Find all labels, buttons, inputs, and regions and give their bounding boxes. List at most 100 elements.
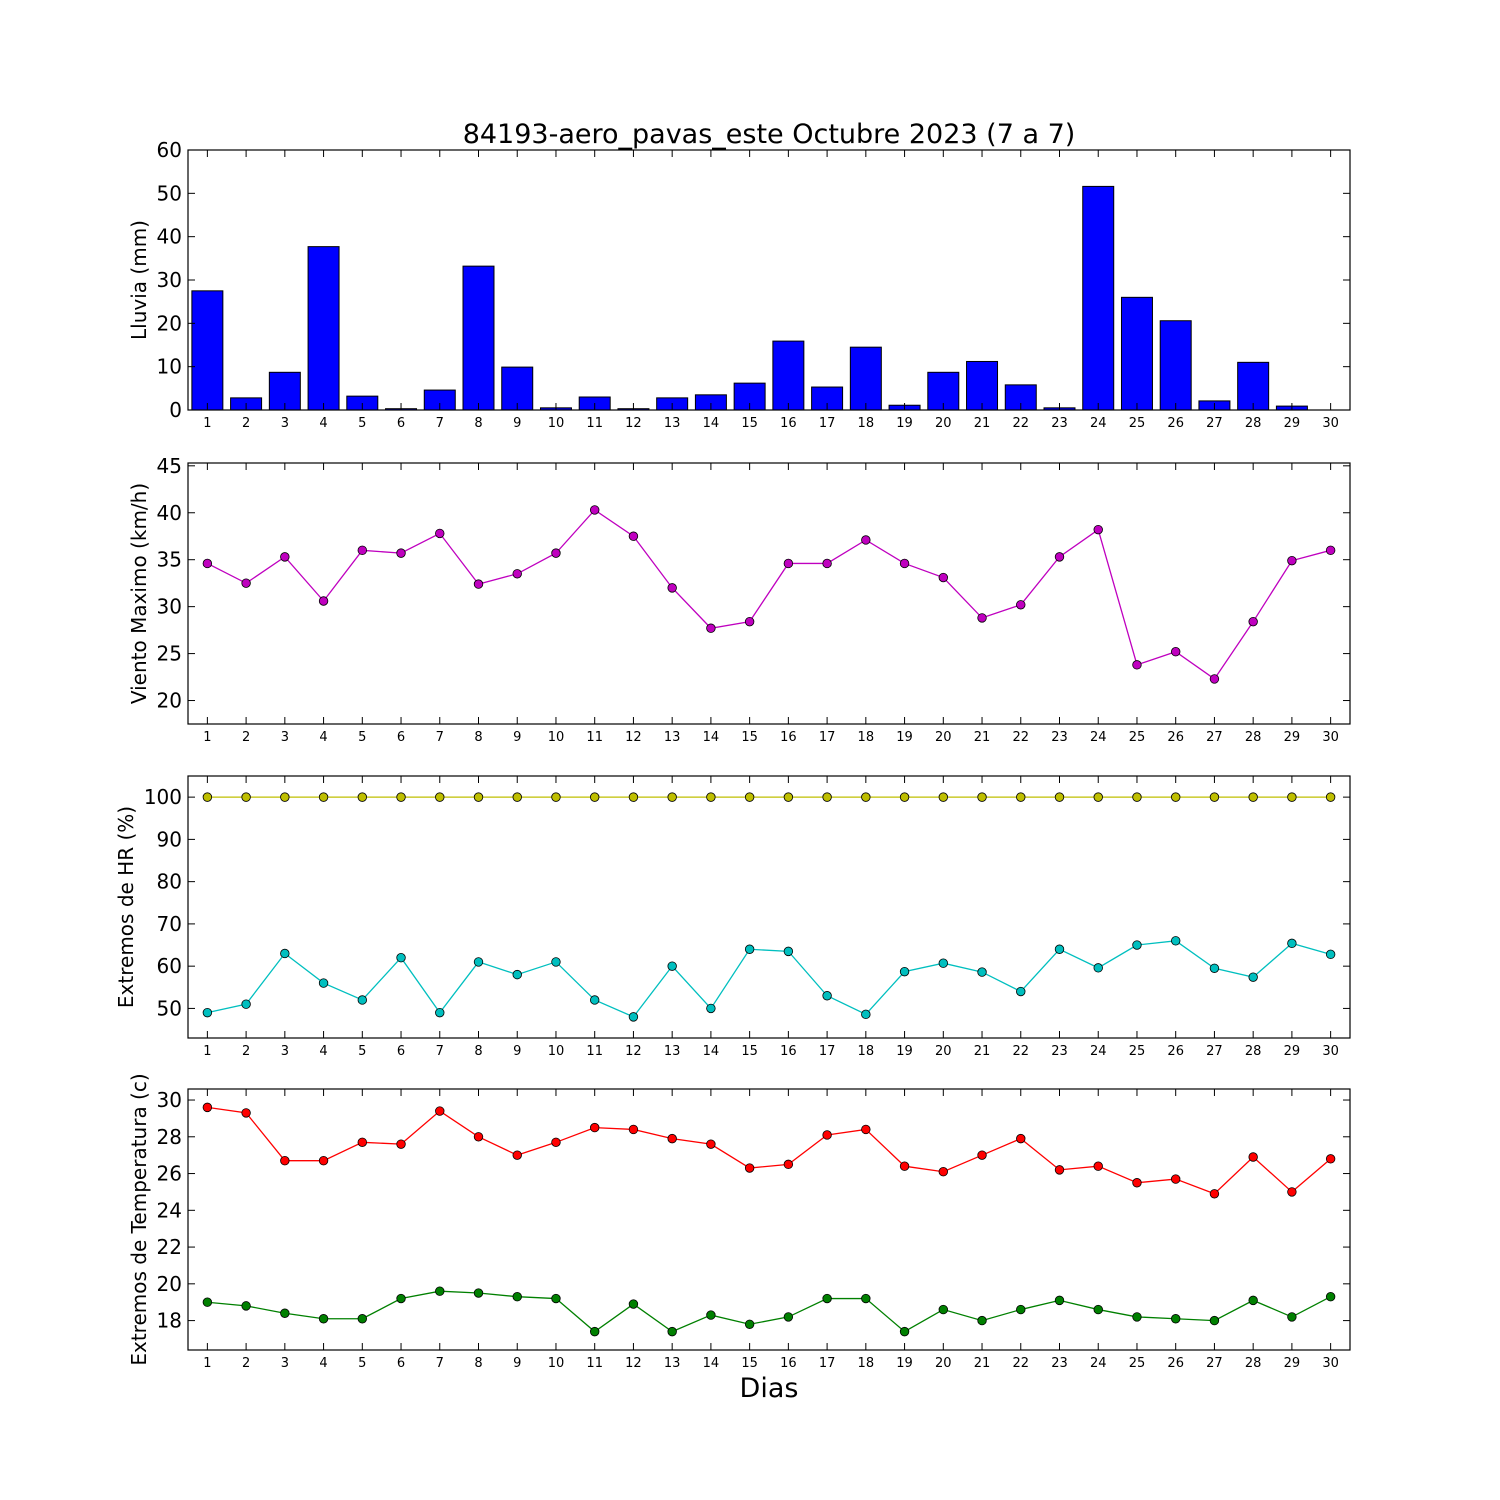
humidity-x-tick-label: 27 — [1206, 1044, 1223, 1059]
wind-max-point — [706, 623, 716, 633]
humidity-x-tick-label: 28 — [1245, 1044, 1262, 1059]
humidity-min-point — [1209, 963, 1220, 973]
humidity-min-point — [241, 999, 251, 1009]
rainfall-x-tick-label: 18 — [858, 416, 875, 431]
temperature-x-tick-label: 5 — [358, 1356, 366, 1371]
humidity-min-point — [280, 948, 290, 959]
rainfall-x-tick-label: 16 — [780, 416, 797, 431]
rainfall-x-tick-label: 17 — [819, 416, 836, 431]
humidity-x-tick-label: 19 — [896, 1044, 913, 1059]
humidity-max-point — [396, 792, 406, 802]
wind-max-point — [473, 579, 484, 589]
rainfall-x-tick-label: 13 — [664, 416, 681, 431]
humidity-min-point — [1325, 949, 1336, 960]
humidity-min-point — [551, 957, 561, 967]
rainfall-x-tick-label: 11 — [586, 416, 603, 431]
temperature-y-tick-label: 24 — [157, 1198, 182, 1222]
rainfall-bar — [462, 265, 495, 411]
wind-max-point — [435, 528, 445, 539]
rainfall-x-tick-label: 2 — [242, 416, 250, 431]
humidity-min-point — [435, 1007, 445, 1018]
humidity-max-point — [473, 792, 484, 802]
rainfall-bar — [1004, 384, 1037, 411]
wind-max-point — [628, 531, 639, 541]
wind-max-point — [1248, 616, 1258, 627]
rainfall-y-tick-label: 0 — [169, 398, 182, 422]
temperature-x-tick-label: 1 — [203, 1356, 211, 1371]
temperature-max-point — [822, 1130, 832, 1140]
wind-max-point — [1093, 524, 1103, 535]
humidity-y-tick-label: 100 — [144, 785, 182, 809]
wind-max-point — [861, 535, 871, 545]
wind-max-point — [241, 578, 251, 588]
temperature-plot-frame — [187, 1088, 1351, 1351]
temperature-max-point — [1248, 1152, 1258, 1162]
wind-x-tick-label: 7 — [436, 730, 444, 745]
humidity-x-tick-label: 5 — [358, 1044, 366, 1059]
wind-y-tick-label: 25 — [157, 642, 182, 666]
wind-x-tick-label: 16 — [780, 730, 797, 745]
humidity-min-point — [396, 953, 406, 963]
temperature-x-tick-label: 12 — [625, 1356, 642, 1371]
humidity-x-tick-label: 18 — [858, 1044, 875, 1059]
temperature-x-tick-label: 19 — [896, 1356, 913, 1371]
humidity-x-tick-label: 3 — [281, 1044, 289, 1059]
humidity-x-tick-label: 16 — [780, 1044, 797, 1059]
temperature-x-tick-label: 7 — [436, 1356, 444, 1371]
temperature-x-tick-label: 3 — [281, 1356, 289, 1371]
humidity-max-point — [706, 792, 716, 802]
humidity-max-point — [744, 792, 755, 802]
temperature-x-tick-label: 27 — [1206, 1356, 1223, 1371]
temperature-min-point — [1325, 1291, 1336, 1302]
temperature-max-point — [241, 1108, 251, 1118]
wind-max-point — [512, 569, 522, 579]
rainfall-y-tick-label: 60 — [157, 138, 182, 162]
humidity-min-point — [202, 1007, 213, 1018]
humidity-min-point — [590, 995, 600, 1005]
rainfall-bar — [1082, 185, 1115, 411]
rainfall-x-tick-label: 21 — [974, 416, 991, 431]
temperature-x-tick-label: 17 — [819, 1356, 836, 1371]
temperature-y-tick-label: 18 — [157, 1309, 182, 1333]
rainfall-x-tick-label: 14 — [703, 416, 720, 431]
rainfall-bar — [191, 290, 224, 411]
temperature-min-point — [551, 1293, 561, 1304]
rainfall-x-tick-label: 26 — [1167, 416, 1184, 431]
rainfall-x-tick-label: 3 — [281, 416, 289, 431]
wind-x-tick-label: 5 — [358, 730, 366, 745]
wind-x-tick-label: 9 — [513, 730, 521, 745]
humidity-min-point — [1054, 944, 1065, 954]
humidity-x-tick-label: 6 — [397, 1044, 405, 1059]
rainfall-x-tick-label: 10 — [548, 416, 565, 431]
wind-x-tick-label: 13 — [664, 730, 681, 745]
temperature-min-point — [706, 1310, 716, 1320]
humidity-max-point — [357, 792, 368, 802]
temperature-min-point — [667, 1326, 677, 1337]
temperature-max-point — [551, 1137, 561, 1148]
temperature-min-point — [357, 1314, 368, 1324]
humidity-min-point — [977, 967, 987, 977]
humidity-min-point — [1248, 972, 1258, 982]
wind-x-tick-label: 24 — [1090, 730, 1107, 745]
humidity-y-tick-label: 90 — [157, 827, 182, 851]
rainfall-x-tick-label: 19 — [896, 416, 913, 431]
humidity-min-point — [1093, 963, 1103, 973]
temperature-min-point — [1054, 1295, 1065, 1306]
wind-x-tick-label: 17 — [819, 730, 836, 745]
temperature-max-point — [783, 1159, 794, 1170]
wind-x-tick-label: 26 — [1167, 730, 1184, 745]
humidity-y-tick-label: 80 — [157, 870, 182, 894]
wind-max-point — [667, 583, 677, 593]
temperature-min-point — [1016, 1304, 1026, 1315]
humidity-x-tick-label: 22 — [1012, 1044, 1029, 1059]
humidity-min-point — [512, 969, 522, 980]
rainfall-x-tick-label: 22 — [1012, 416, 1029, 431]
humidity-max-point — [280, 792, 290, 802]
temperature-min-point — [435, 1286, 445, 1296]
rainfall-x-tick-label: 5 — [358, 416, 366, 431]
humidity-max-point — [1132, 792, 1142, 802]
rainfall-x-tick-label: 15 — [741, 416, 758, 431]
temperature-max-line — [207, 1106, 1332, 1195]
